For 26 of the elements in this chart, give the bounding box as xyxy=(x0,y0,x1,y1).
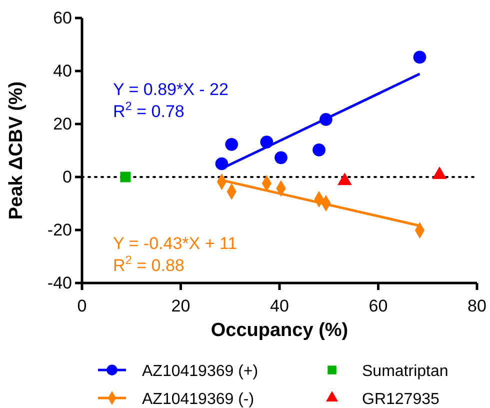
y-axis-title: Peak ΔCBV (%) xyxy=(6,81,27,220)
point xyxy=(120,172,131,182)
x-tick-label: 20 xyxy=(171,296,190,316)
point xyxy=(413,50,426,64)
y-tick-label: 0 xyxy=(62,167,72,186)
y-tick-label: 40 xyxy=(53,61,72,80)
annotation: R$^{2}$ = 0.78 xyxy=(113,99,184,121)
annotation: R$^{2}$ = 0.88 xyxy=(113,253,184,275)
x-tick-label: 0 xyxy=(77,296,87,316)
y-tick-label: -20 xyxy=(47,220,72,240)
x-tick-label: 60 xyxy=(368,296,388,316)
point xyxy=(274,151,288,164)
legend-label: AZ10419369 (-) xyxy=(142,391,254,408)
legend-label: AZ10419369 (+) xyxy=(142,363,258,380)
point xyxy=(312,144,326,156)
point xyxy=(225,138,238,151)
y-tick-label: 20 xyxy=(53,114,72,134)
y-tick-label: 60 xyxy=(53,8,72,28)
annotation: Y = 0.89*X - 22 xyxy=(113,80,228,99)
x-tick-label: 40 xyxy=(270,296,289,316)
legend-label: Sumatriptan xyxy=(362,363,448,380)
y-tick-label: -40 xyxy=(47,273,72,292)
annotation: Y = -0.43*X + 11 xyxy=(113,234,238,253)
x-axis-title: Occupancy (%) xyxy=(210,320,348,341)
legend-label: GR127935 xyxy=(362,391,440,408)
x-tick-label: 80 xyxy=(468,296,486,316)
